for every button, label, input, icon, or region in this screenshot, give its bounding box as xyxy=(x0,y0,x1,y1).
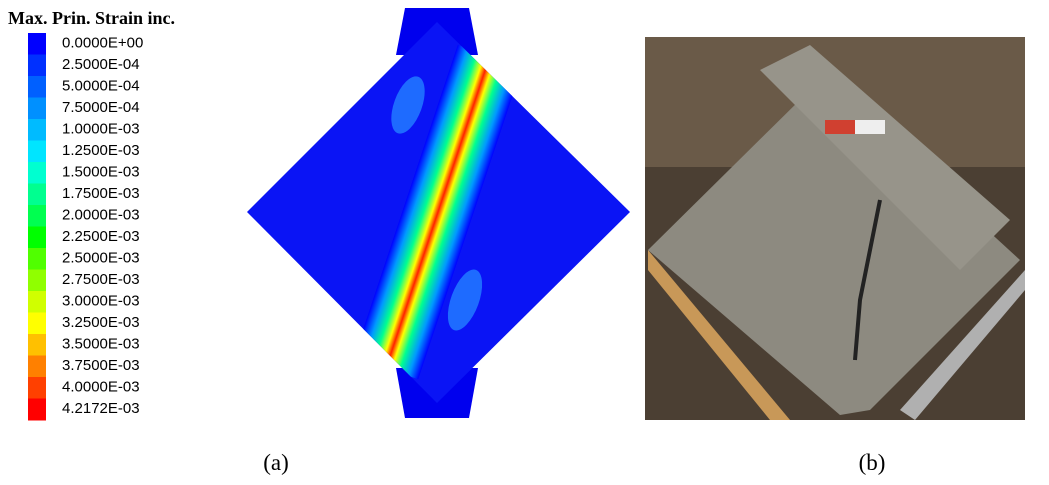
legend-label: 1.0000E-03 xyxy=(62,121,140,138)
legend-label: 2.5000E-04 xyxy=(62,56,140,73)
legend-label: 2.5000E-03 xyxy=(62,250,140,267)
legend-swatch xyxy=(28,291,46,313)
legend-label: 3.7500E-03 xyxy=(62,357,140,374)
legend-swatch xyxy=(28,76,46,98)
legend-label: 2.7500E-03 xyxy=(62,271,140,288)
legend-label: 2.2500E-03 xyxy=(62,228,140,245)
legend-label: 3.2500E-03 xyxy=(62,314,140,331)
legend-swatch xyxy=(28,270,46,292)
legend-label: 7.5000E-04 xyxy=(62,99,140,116)
legend-swatch xyxy=(28,33,46,55)
legend-swatch xyxy=(28,399,46,421)
legend-swatch xyxy=(28,98,46,120)
caption: (b) xyxy=(859,450,886,475)
legend-swatch xyxy=(28,334,46,356)
legend: 0.0000E+00 2.5000E-04 5.0000E-04 7.5000E-04… xyxy=(28,33,143,421)
legend-swatch xyxy=(28,205,46,227)
caption: (a) xyxy=(263,450,289,475)
legend-swatch xyxy=(28,184,46,206)
legend-label: 3.0000E-03 xyxy=(62,293,140,310)
fe-model xyxy=(247,8,630,418)
legend-swatch xyxy=(28,55,46,77)
figure: Max. Prin. Strain inc. 0.0000E+00 2.5000E… xyxy=(0,0,1049,485)
legend-label: 4.2172E-03 xyxy=(62,400,140,417)
legend-label: 4.0000E-03 xyxy=(62,379,140,396)
legend-label: 1.5000E-03 xyxy=(62,164,140,181)
legend-label: 0.0000E+00 xyxy=(62,35,143,52)
legend-swatch xyxy=(28,141,46,163)
legend-label: 2.0000E-03 xyxy=(62,207,140,224)
legend-swatch xyxy=(28,377,46,399)
legend-label: 3.5000E-03 xyxy=(62,336,140,353)
legend-label: 5.0000E-04 xyxy=(62,78,140,95)
legend-swatch xyxy=(28,313,46,335)
legend-title: Max. Prin. Strain inc. xyxy=(8,8,175,28)
photo xyxy=(645,37,1025,420)
legend-label: 1.7500E-03 xyxy=(62,185,140,202)
legend-label: 1.2500E-03 xyxy=(62,142,140,159)
legend-swatch xyxy=(28,119,46,141)
legend-swatch xyxy=(28,248,46,270)
legend-swatch xyxy=(28,227,46,249)
legend-swatch xyxy=(28,162,46,184)
legend-swatch xyxy=(28,356,46,378)
